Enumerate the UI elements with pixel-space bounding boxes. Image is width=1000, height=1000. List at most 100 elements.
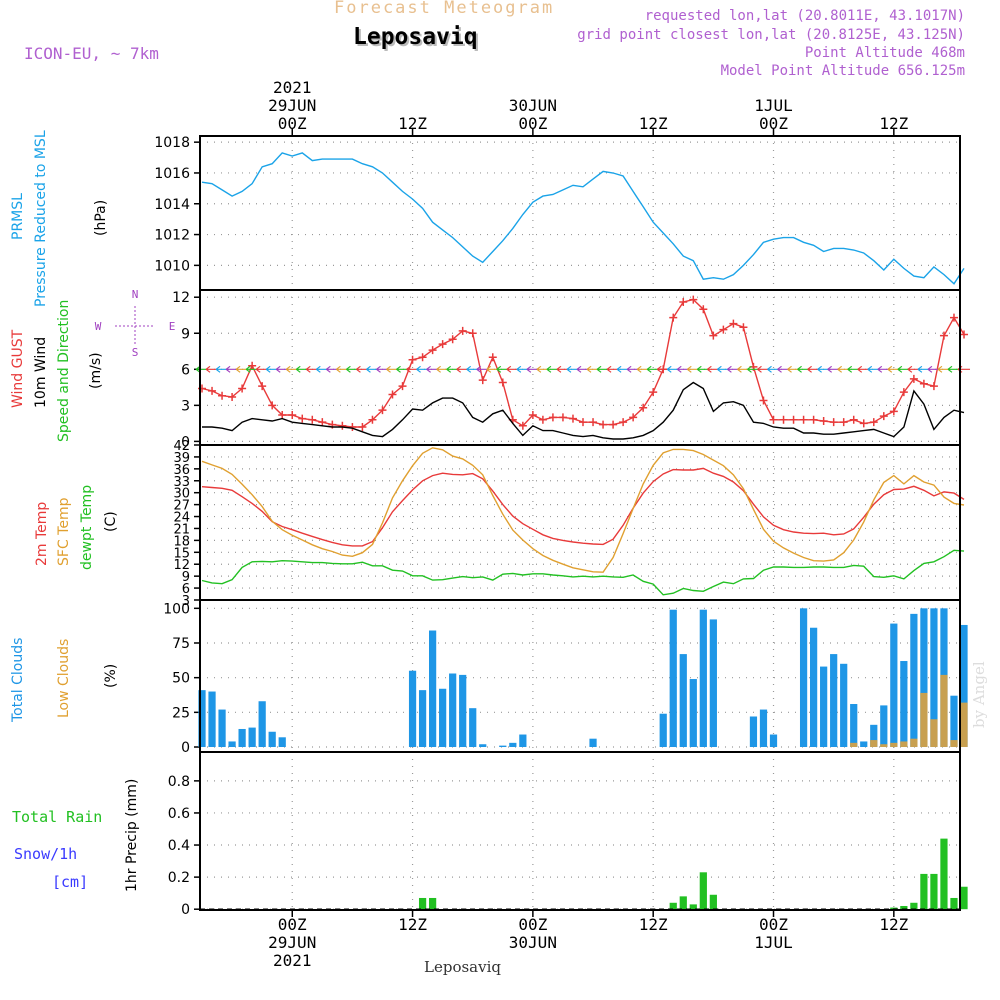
clouds-bar xyxy=(960,624,968,748)
clouds-bar xyxy=(429,630,437,748)
precip-bar xyxy=(679,896,687,910)
clouds-bar xyxy=(870,740,878,748)
pressure-ytick-label: 1010 xyxy=(154,258,190,274)
clouds-bar xyxy=(850,742,858,748)
clouds-bar xyxy=(759,709,768,748)
gust-marker xyxy=(889,407,898,416)
panel-clouds: 0 25 50 75 100 xyxy=(163,599,968,756)
clouds-bar xyxy=(218,709,226,748)
gust-marker xyxy=(438,340,447,349)
clouds-bar xyxy=(238,728,246,748)
gust-marker xyxy=(408,355,417,364)
wind-direction-arrow xyxy=(315,365,329,373)
clouds-ytick-label: 100 xyxy=(163,601,190,617)
clouds-ytick-label: 25 xyxy=(172,705,190,721)
wind-direction-arrow xyxy=(536,365,549,373)
wind-direction-arrow xyxy=(325,365,339,373)
wind-direction-arrow xyxy=(235,365,249,373)
precip-bar xyxy=(960,886,968,910)
temperature-ytick-label: 33 xyxy=(173,475,190,490)
bottom-time-label: 2021 xyxy=(273,951,312,970)
top-time-label: 12Z xyxy=(879,114,908,133)
precip-bar xyxy=(950,897,958,910)
clouds-bar xyxy=(689,679,697,748)
wind-direction-arrow xyxy=(636,365,650,373)
gust-marker xyxy=(929,382,938,391)
clouds-ytick-label: 50 xyxy=(172,671,190,687)
gust-marker xyxy=(649,388,658,397)
wind-direction-arrow xyxy=(727,365,740,373)
wind-direction-arrow xyxy=(366,365,379,373)
compass-s-label: S xyxy=(132,346,139,359)
temperature-ytick-label: 3 xyxy=(182,594,190,609)
wind-direction-arrow xyxy=(205,365,219,373)
wind-direction-arrow xyxy=(947,365,960,373)
clouds-bar xyxy=(810,627,818,748)
bottom-time-label: 12Z xyxy=(639,915,668,934)
gust-marker xyxy=(248,361,257,370)
clouds-bar xyxy=(449,673,457,748)
footer-location: Leposaviq xyxy=(424,958,501,976)
gust-marker xyxy=(819,416,828,425)
gust-marker xyxy=(689,295,698,304)
precip-bar xyxy=(689,904,697,910)
clouds-bar xyxy=(840,663,848,748)
temperature-ytick-label: 24 xyxy=(173,511,190,526)
panel-wind: 0 3 6 9 12 N S W E xyxy=(95,288,971,450)
gust-marker xyxy=(579,418,588,427)
wind-direction-arrow xyxy=(767,365,780,373)
pressure-ytick-label: 1014 xyxy=(154,197,190,213)
model-label: ICON-EU, ~ 7km xyxy=(24,44,159,63)
gust-marker xyxy=(458,326,467,335)
temperature-ytick-label: 9 xyxy=(182,570,190,585)
clouds-bar xyxy=(930,719,938,748)
pressure-ytick-label: 1018 xyxy=(154,135,190,151)
gust-marker xyxy=(298,414,307,423)
top-time-label: 00Z xyxy=(759,114,788,133)
temperature-series-line xyxy=(201,467,965,547)
precip-label-snow: Snow/1h xyxy=(14,845,78,863)
wind-direction-arrow xyxy=(626,365,640,373)
clouds-bar xyxy=(459,674,467,748)
gust-marker xyxy=(388,390,397,399)
wind-direction-arrow xyxy=(406,365,419,373)
gust-marker xyxy=(599,420,608,429)
wind-direction-arrow xyxy=(275,365,289,373)
gust-marker xyxy=(639,403,648,412)
wind-direction-arrow xyxy=(586,365,600,373)
clouds-bar xyxy=(669,609,677,748)
clouds-bar xyxy=(950,695,958,748)
clouds-bar xyxy=(278,737,286,748)
gust-marker xyxy=(719,325,728,334)
gust-marker xyxy=(799,415,808,424)
gust-marker xyxy=(308,415,317,424)
wind-direction-arrow xyxy=(676,365,690,373)
gust-marker xyxy=(589,418,598,427)
gust-marker xyxy=(829,418,838,427)
clouds-bar xyxy=(499,745,507,748)
requested-coords: requested lon,lat (20.8011E, 43.1017N) xyxy=(644,8,965,24)
clouds-bar xyxy=(920,608,928,748)
temperature-ytick-label: 18 xyxy=(173,534,190,549)
gust-marker xyxy=(879,412,888,421)
wind-direction-arrow xyxy=(907,365,920,373)
wind-direction-arrow xyxy=(396,365,409,373)
gust-marker xyxy=(709,331,718,340)
compass-w-label: W xyxy=(95,320,102,333)
top-time-label: 30JUN xyxy=(509,96,557,115)
gust-marker xyxy=(358,422,367,431)
clouds-bar xyxy=(509,742,517,748)
gust-marker xyxy=(548,413,557,422)
clouds-bar xyxy=(900,741,908,748)
bottom-time-label: 29JUN xyxy=(268,933,316,952)
gust-marker xyxy=(488,353,497,362)
gust-marker xyxy=(478,376,487,385)
gust-marker xyxy=(869,418,878,427)
temperature-series-line xyxy=(201,549,965,596)
wind-direction-arrow xyxy=(295,365,309,373)
wind-direction-arrow xyxy=(516,365,529,373)
wind-direction-arrow xyxy=(416,365,429,373)
top-time-label: 00Z xyxy=(518,114,547,133)
clouds-bar xyxy=(469,708,477,748)
wind-direction-arrow xyxy=(777,365,790,373)
